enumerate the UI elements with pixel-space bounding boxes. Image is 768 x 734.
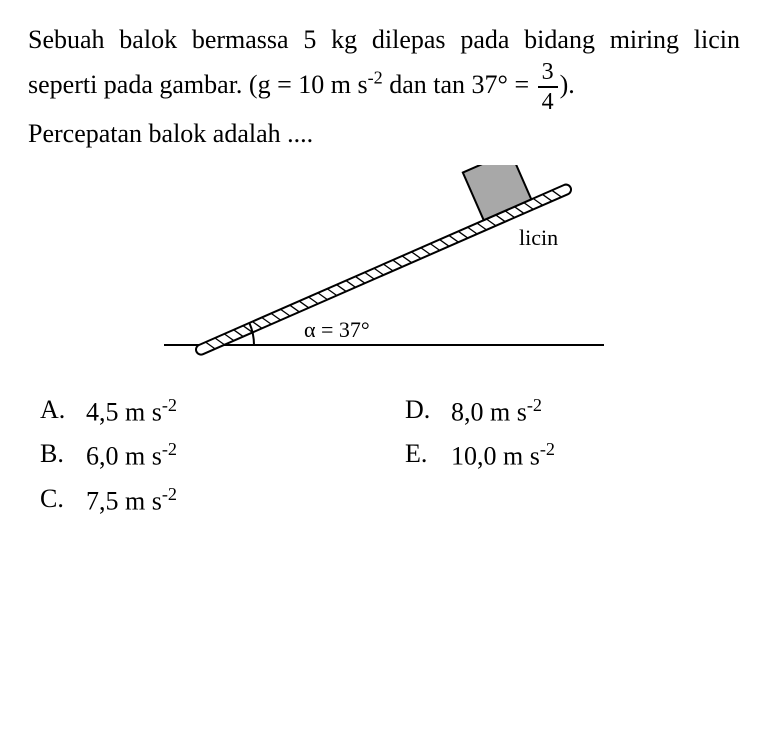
svg-text:licin: licin <box>519 225 558 250</box>
incline-diagram: α = 37° licin <box>124 165 644 375</box>
option-b-text: 6,0 m s <box>86 442 162 471</box>
incline-diagram-container: α = 37° licin <box>28 165 740 375</box>
option-e-text: 10,0 m s <box>451 442 540 471</box>
frac-den: 4 <box>538 88 558 114</box>
q-line3-mid: dan tan 37° = <box>383 70 536 99</box>
option-b-exp: -2 <box>162 439 177 459</box>
option-d-exp: -2 <box>527 395 542 415</box>
option-d-value: 8,0 m s-2 <box>451 395 542 428</box>
option-b: B. 6,0 m s-2 <box>40 439 375 472</box>
option-e: E. 10,0 m s-2 <box>405 439 740 472</box>
q-line4: Percepatan balok adalah .... <box>28 119 313 148</box>
question-text: Sebuah balok bermassa 5 kg dilepas pada … <box>28 20 740 155</box>
option-a-exp: -2 <box>162 395 177 415</box>
option-c-letter: C. <box>40 484 68 517</box>
fraction-3-4: 34 <box>538 60 558 114</box>
q-line3-exp: -2 <box>368 68 383 88</box>
option-c-text: 7,5 m s <box>86 487 162 516</box>
q-line1: Sebuah balok bermassa 5 kg dilepas <box>28 25 446 54</box>
option-a-value: 4,5 m s-2 <box>86 395 177 428</box>
answer-options: A. 4,5 m s-2 D. 8,0 m s-2 B. 6,0 m s-2 E… <box>28 395 740 517</box>
frac-num: 3 <box>538 60 558 88</box>
option-b-letter: B. <box>40 439 68 472</box>
option-d-letter: D. <box>405 395 433 428</box>
option-e-letter: E. <box>405 439 433 472</box>
option-b-value: 6,0 m s-2 <box>86 439 177 472</box>
option-c-value: 7,5 m s-2 <box>86 484 177 517</box>
option-a-letter: A. <box>40 395 68 428</box>
q-line3-prefix: gambar. (g = 10 m s <box>159 70 367 99</box>
option-c: C. 7,5 m s-2 <box>40 484 375 517</box>
option-e-value: 10,0 m s-2 <box>451 439 555 472</box>
option-d-text: 8,0 m s <box>451 397 527 426</box>
option-a-text: 4,5 m s <box>86 397 162 426</box>
option-e-exp: -2 <box>540 439 555 459</box>
option-d: D. 8,0 m s-2 <box>405 395 740 428</box>
option-c-exp: -2 <box>162 484 177 504</box>
svg-text:α = 37°: α = 37° <box>304 317 370 342</box>
q-line3-suffix: ). <box>560 70 575 99</box>
option-a: A. 4,5 m s-2 <box>40 395 375 428</box>
